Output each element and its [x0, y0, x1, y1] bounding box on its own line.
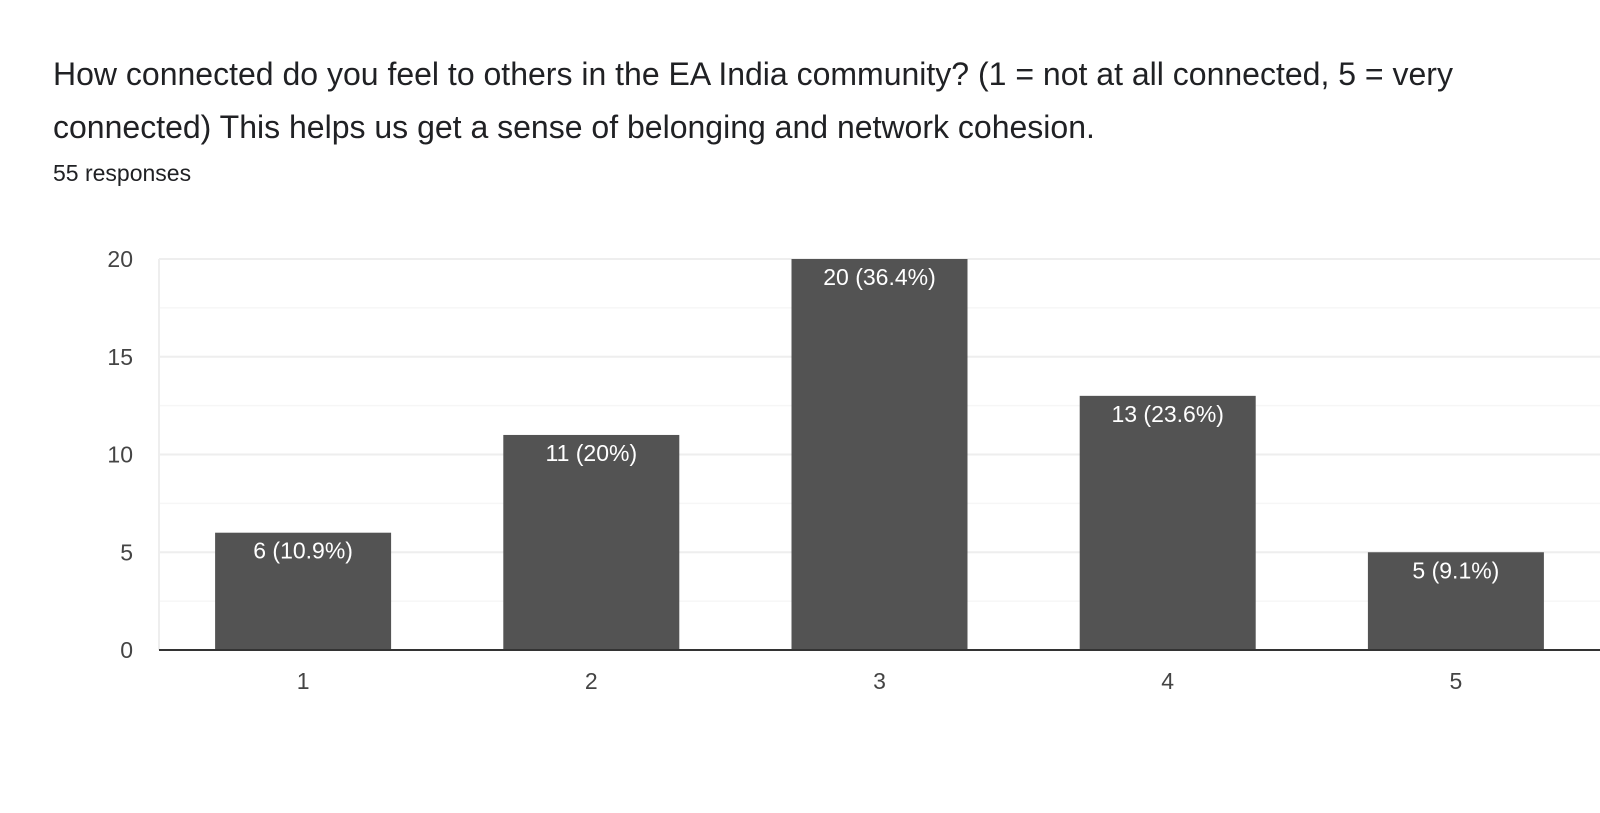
x-tick-label: 4: [1161, 668, 1174, 694]
bar-1: [215, 532, 392, 650]
x-axis: 1 2 3 4 5: [159, 649, 1600, 694]
bar-5: [1367, 552, 1544, 650]
bar-data-label: 20 (36.4%): [823, 264, 936, 290]
bar-labels: 6 (10.9%) 11 (20%) 20 (36.4%) 13 (23.6%) 5 (…: [253, 264, 1499, 583]
bar-3: [791, 259, 968, 650]
y-tick-label: 5: [120, 539, 133, 565]
x-tick-label: 3: [873, 668, 886, 694]
x-tick-label: 2: [585, 668, 598, 694]
bars: [215, 259, 1544, 650]
bar-4: [1079, 395, 1256, 650]
y-tick-label: 20: [107, 246, 133, 272]
response-count: 55 responses: [53, 160, 192, 186]
y-tick-label: 15: [107, 344, 133, 370]
bar-data-label: 13 (23.6%): [1111, 401, 1224, 427]
bar-data-label: 5 (9.1%): [1412, 557, 1499, 583]
bar-2: [503, 434, 680, 650]
y-axis: 0 5 10 15 20: [107, 246, 133, 663]
bar-data-label: 11 (20%): [545, 440, 637, 466]
question-title: How connected do you feel to others in t…: [53, 56, 1453, 145]
y-tick-label: 10: [107, 442, 133, 468]
x-tick-label: 5: [1450, 668, 1463, 694]
x-tick-label: 1: [297, 668, 310, 694]
bar-data-label: 6 (10.9%): [253, 538, 353, 564]
y-tick-label: 0: [120, 637, 133, 663]
